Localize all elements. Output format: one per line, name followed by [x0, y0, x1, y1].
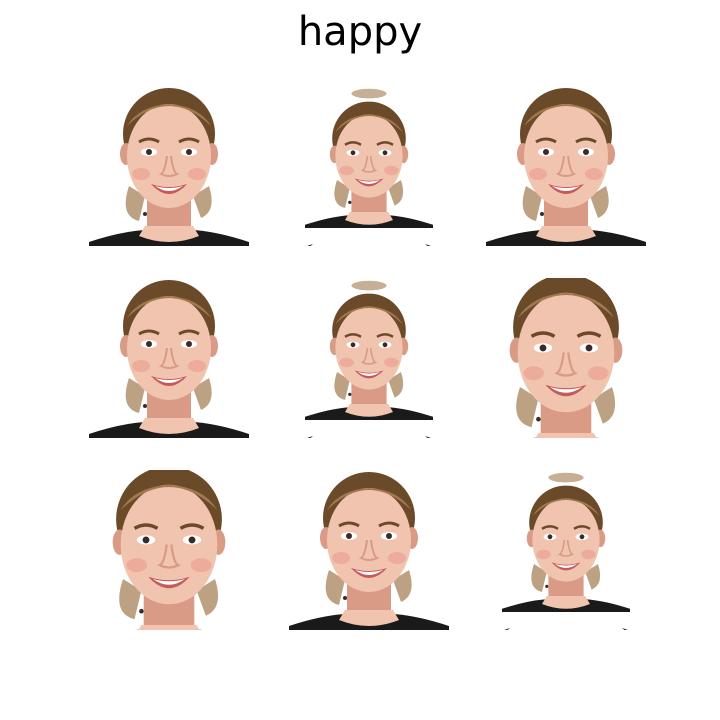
face-image-1 — [89, 86, 249, 246]
face-image-8 — [289, 470, 449, 630]
face-photo — [89, 88, 249, 246]
face-photo — [89, 280, 249, 438]
face-photo — [486, 88, 646, 246]
face-image-9 — [486, 470, 646, 630]
face-photo — [289, 472, 449, 630]
face-image-5 — [289, 278, 449, 438]
face-photo — [305, 280, 433, 438]
face-photo — [112, 470, 226, 630]
face-photo — [305, 88, 433, 246]
face-image-6 — [486, 278, 646, 438]
face-image-3 — [486, 86, 646, 246]
face-image-4 — [89, 278, 249, 438]
face-image-7 — [89, 470, 249, 630]
face-photo — [502, 472, 630, 630]
figure-title: happy — [297, 9, 423, 55]
face-image-2 — [289, 86, 449, 246]
face-photo — [509, 278, 623, 438]
